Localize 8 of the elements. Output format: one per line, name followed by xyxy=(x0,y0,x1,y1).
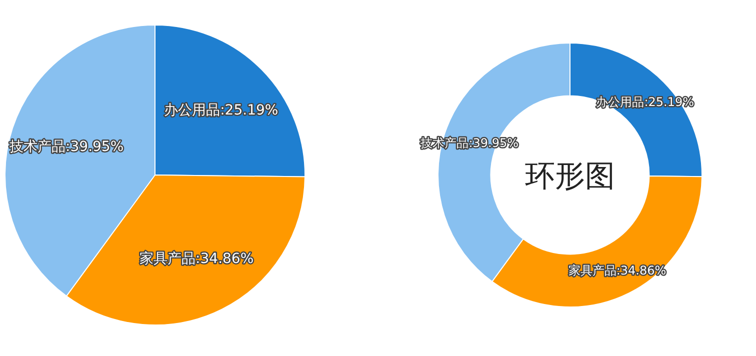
data-label: :34.86% xyxy=(196,251,254,268)
data-label: :25.19% xyxy=(220,102,278,119)
slice-label: 家具产品 xyxy=(140,251,196,268)
slice-label: 家具产品 xyxy=(568,263,616,278)
slice-label: 技术产品 xyxy=(8,139,66,156)
data-label: :39.95% xyxy=(66,139,124,156)
text: 环形图 xyxy=(525,159,615,194)
slice-label: 办公用品 xyxy=(164,102,220,119)
